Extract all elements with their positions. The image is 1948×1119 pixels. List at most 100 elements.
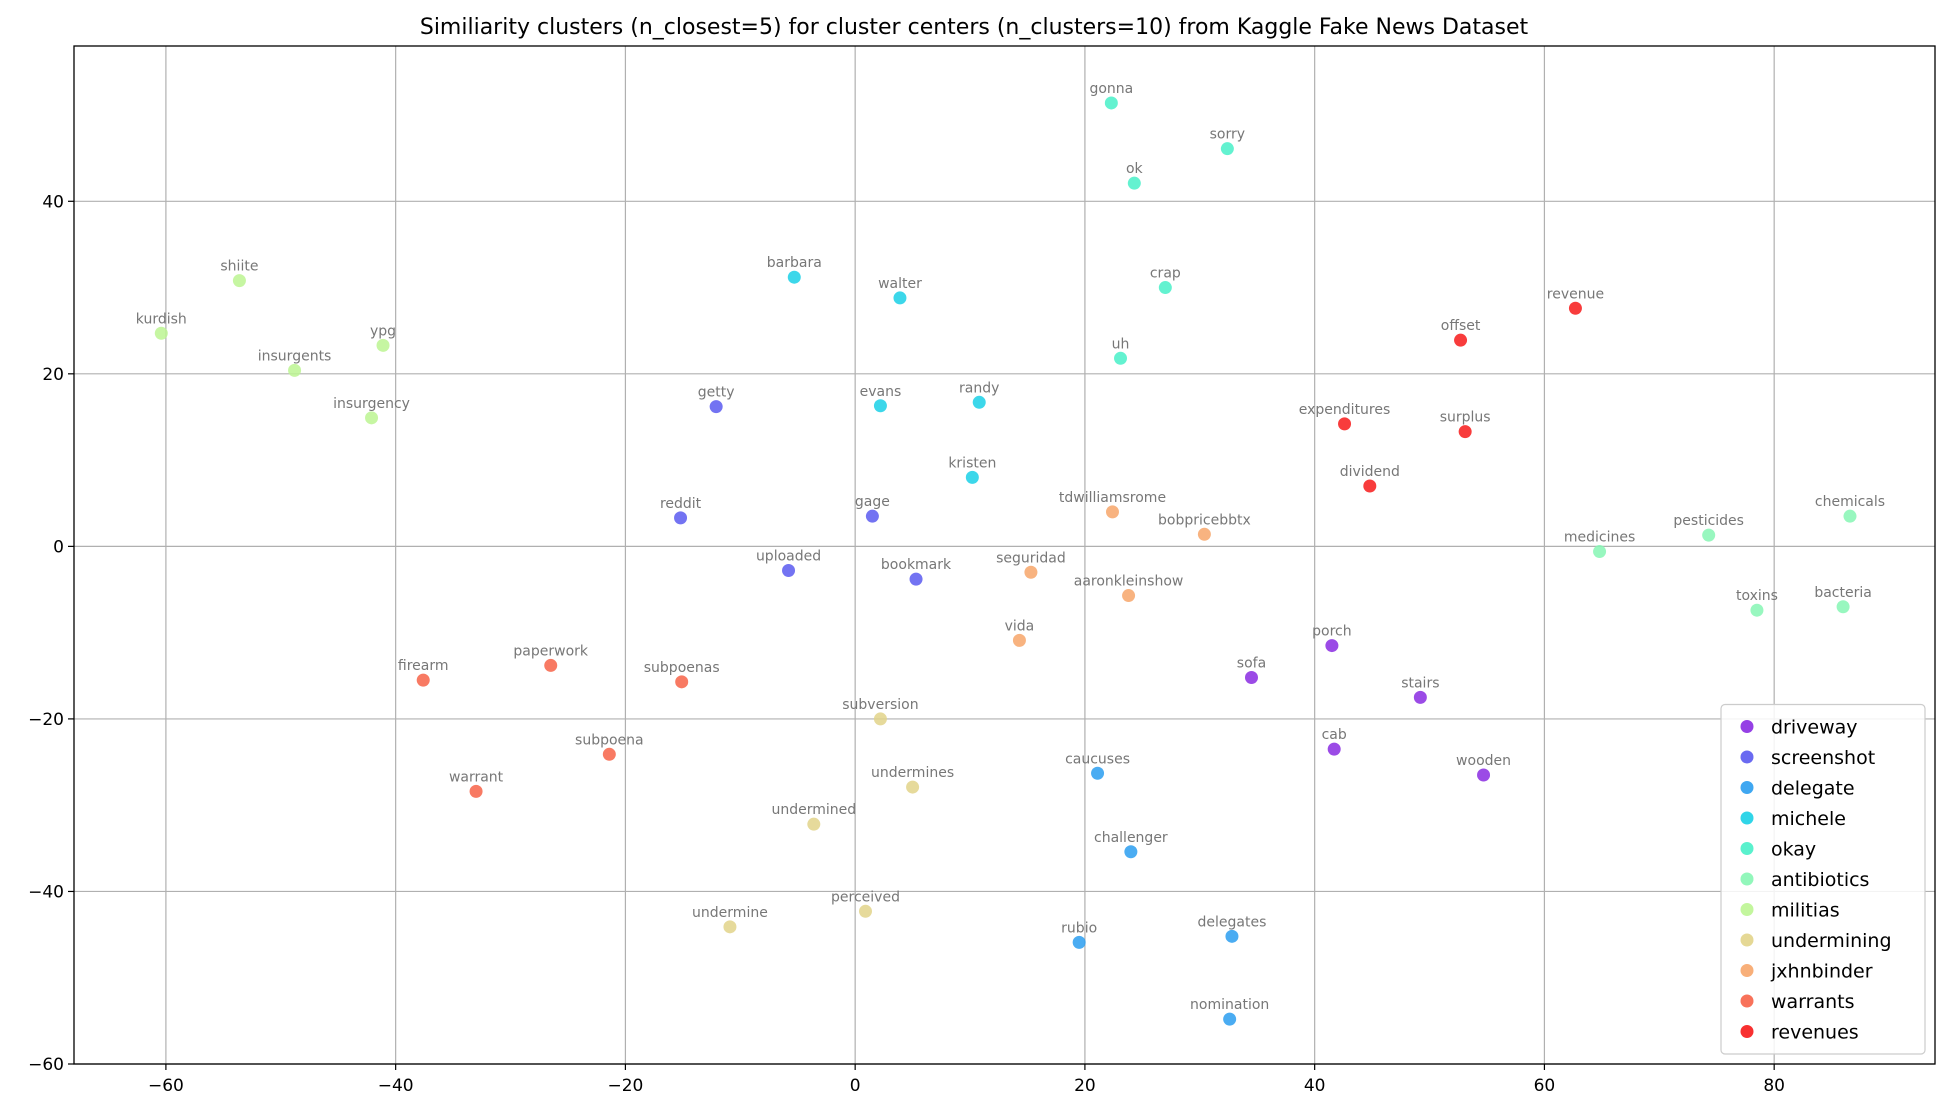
point-label: offset <box>1441 318 1481 334</box>
x-tick-label: 40 <box>1304 1076 1326 1096</box>
point-label: barbara <box>767 255 822 271</box>
data-point <box>1477 768 1491 782</box>
x-tick-label: 0 <box>850 1076 861 1096</box>
data-point <box>602 747 616 761</box>
data-point <box>1223 1012 1237 1026</box>
point-label: revenue <box>1547 286 1604 302</box>
point-label: nomination <box>1190 997 1269 1013</box>
data-point <box>416 673 430 687</box>
point-label: toxins <box>1736 588 1778 604</box>
legend-marker <box>1740 750 1754 764</box>
data-point <box>782 564 796 578</box>
legend-marker <box>1740 933 1754 947</box>
legend-label: jxhnbinder <box>1770 961 1873 983</box>
point-label: paperwork <box>513 643 588 659</box>
point-label: ypg <box>370 323 396 339</box>
point-label: rubio <box>1061 920 1097 936</box>
legend-label: militias <box>1771 900 1840 922</box>
point-label: bacteria <box>1814 585 1872 601</box>
data-point <box>1127 176 1141 190</box>
point-label: crap <box>1150 266 1181 282</box>
point-label: kristen <box>948 455 996 471</box>
data-point <box>807 817 821 831</box>
point-label: insurgency <box>333 396 410 412</box>
legend-marker <box>1740 720 1754 733</box>
data-point <box>544 658 558 672</box>
data-point <box>1244 671 1258 685</box>
chart-title: Similiarity clusters (n_closest=5) for c… <box>420 15 1529 40</box>
point-label: subversion <box>842 697 918 713</box>
data-point <box>873 399 887 413</box>
legend-marker <box>1740 872 1754 886</box>
data-point <box>723 920 737 934</box>
grid-layer <box>74 46 1935 1065</box>
data-point <box>972 395 986 409</box>
data-point <box>1338 417 1352 431</box>
legend: driveway screenshot delegate michele okay ant… <box>1720 703 1926 1055</box>
y-tick-label: 0 <box>53 537 64 557</box>
point-label: bobpricebbtx <box>1158 512 1251 528</box>
data-point <box>288 363 302 377</box>
data-point <box>906 780 920 794</box>
point-label: walter <box>878 276 922 292</box>
point-label: bookmark <box>881 557 952 573</box>
point-label: firearm <box>398 658 449 674</box>
point-label: subpoenas <box>644 660 720 676</box>
point-label: evans <box>860 384 902 400</box>
point-label: porch <box>1312 624 1351 640</box>
legend-box <box>1720 703 1926 1055</box>
data-point <box>1220 142 1234 156</box>
data-point <box>1225 929 1239 943</box>
point-label: vida <box>1005 618 1035 634</box>
point-label: shiite <box>220 259 258 275</box>
legend-label: screenshot <box>1771 747 1875 769</box>
point-label: expenditures <box>1299 402 1391 418</box>
legend-marker <box>1740 781 1754 794</box>
legend-marker <box>1740 1025 1754 1038</box>
point-label: gage <box>855 494 890 510</box>
point-label: undermine <box>692 905 768 921</box>
legend-label: revenues <box>1771 1022 1859 1044</box>
data-point <box>893 291 907 305</box>
data-point <box>1197 527 1211 541</box>
data-point <box>1836 600 1850 614</box>
y-tick-label: −20 <box>28 710 64 730</box>
point-label: challenger <box>1094 830 1168 846</box>
point-label: kurdish <box>136 311 187 327</box>
legend-label: antibiotics <box>1771 869 1869 891</box>
legend-marker <box>1740 811 1754 825</box>
point-label: warrant <box>449 769 504 785</box>
point-label: cab <box>1322 727 1347 743</box>
legend-label: warrants <box>1771 991 1855 1013</box>
point-label: subpoena <box>575 732 644 748</box>
point-label: uploaded <box>756 549 821 565</box>
point-label: medicines <box>1564 530 1635 546</box>
data-point <box>1124 845 1138 859</box>
data-point <box>469 784 483 798</box>
points-layer <box>154 96 1857 1026</box>
y-tick-label: −40 <box>28 882 64 902</box>
point-label: undermined <box>771 802 856 818</box>
legend-marker <box>1740 964 1754 977</box>
x-tick-label: −20 <box>607 1076 643 1096</box>
data-point <box>1702 528 1716 542</box>
legend-marker <box>1740 842 1754 855</box>
data-point <box>1072 935 1086 949</box>
y-tick-label: −60 <box>28 1055 64 1075</box>
point-label: getty <box>698 385 735 401</box>
point-label: undermines <box>871 765 954 781</box>
data-point <box>965 470 979 484</box>
point-label: aaronkleinshow <box>1074 574 1184 590</box>
point-labels-layer: porch sofa stairs cab wooden getty reddit gage u… <box>136 81 1885 1013</box>
point-label: perceived <box>831 889 900 905</box>
data-point <box>1458 425 1472 439</box>
data-point <box>1454 333 1468 347</box>
point-label: reddit <box>660 496 702 512</box>
data-point <box>365 411 379 425</box>
data-point <box>1325 639 1339 653</box>
data-point <box>709 400 723 414</box>
data-point <box>1104 96 1118 110</box>
data-point <box>909 572 923 586</box>
point-label: surplus <box>1440 410 1491 426</box>
